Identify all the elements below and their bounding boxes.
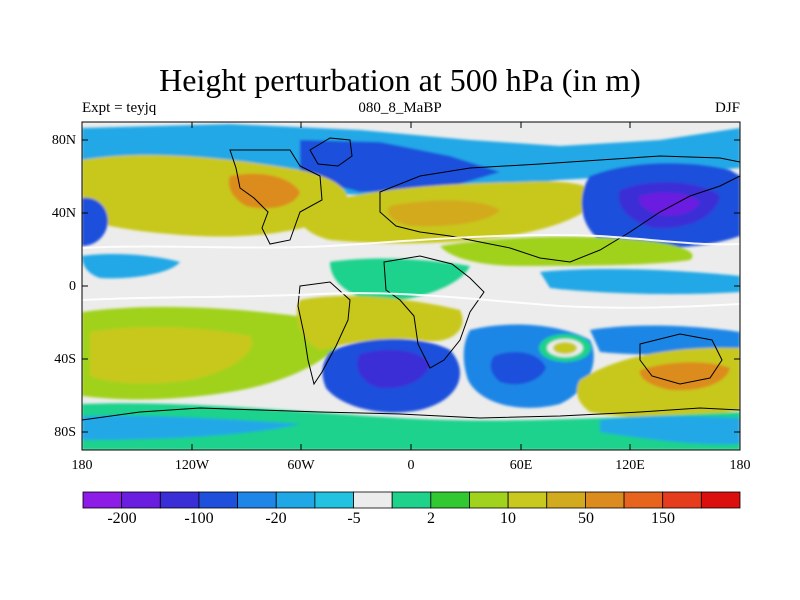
lat-label-0: 0 [69, 279, 76, 294]
colorbar-label: -100 [184, 510, 214, 527]
colorbar-swatch [430, 491, 470, 509]
coast-africa [383, 255, 485, 369]
lon-label-120w: 120W [174, 458, 210, 473]
lat-label-40s: 40S [54, 352, 76, 367]
lon-label-60e: 60E [509, 458, 533, 473]
coast-australia [639, 333, 723, 385]
colorbar-swatch [391, 491, 432, 509]
colorbar-label: 10 [500, 510, 516, 527]
contour-sh-blue-east [590, 325, 740, 355]
zero-contours [82, 233, 740, 309]
contour-nh-ridge-west [82, 155, 348, 237]
colorbar-swatch [82, 491, 123, 509]
colorbar-swatch [159, 491, 200, 509]
lat-label-40n: 40N [51, 206, 76, 221]
colorbar-label: 50 [578, 510, 594, 527]
contour-west-edge-low [82, 197, 108, 246]
colorbar-swatch [623, 491, 664, 509]
colorbar-swatch [507, 491, 548, 509]
coast-antarctica [82, 407, 740, 421]
contour-sh-polar-cyan-east [600, 416, 740, 445]
colorbar-swatch [700, 491, 741, 509]
contour-nh-polar-low [300, 140, 500, 192]
contour-sh-low-indian-core [490, 352, 546, 385]
contour-small-ring-core [553, 342, 577, 354]
colorbar [82, 491, 741, 509]
contour-sh-polar-cyan-west [82, 415, 300, 440]
colorbar-swatch [198, 491, 238, 509]
lon-label-180w: 180 [71, 458, 93, 473]
zero-contour-north [82, 233, 740, 249]
coast-greenland [309, 137, 353, 167]
lat-label-80s: 80S [54, 425, 76, 440]
colorbar-swatch [275, 491, 316, 509]
lon-label-60w: 60W [287, 458, 315, 473]
colorbar-label: -5 [347, 510, 361, 527]
contour-sh-ridge-west [90, 327, 252, 384]
contour-tropic-cyan-west [82, 254, 180, 279]
colorbar-swatch [469, 491, 509, 509]
lon-label-180e: 180 [729, 458, 751, 473]
colorbar-swatch [662, 491, 702, 509]
colorbar-swatch [314, 491, 354, 509]
coast-north-america [229, 149, 323, 245]
colorbar-label: -20 [265, 510, 287, 527]
coast-eurasia [379, 155, 740, 263]
height-field [82, 122, 740, 450]
zero-contour-south [82, 292, 740, 309]
contour-sh-low-atlantic-core [357, 349, 430, 389]
contour-sh-polar-green [82, 403, 740, 450]
colorbar-swatch [121, 491, 161, 509]
contour-sh-ridge-africa [296, 295, 463, 350]
season-label: DJF [714, 100, 740, 116]
colorbar-label: 2 [427, 510, 435, 527]
contour-nh-ridge-core [228, 173, 300, 209]
contour-tropic-cyan-east [540, 269, 740, 295]
colorbar-label: -200 [107, 510, 137, 527]
contour-nh-ridge-east-core [388, 200, 500, 227]
contour-subtropic-green [440, 236, 693, 266]
lon-label-120e: 120E [615, 458, 645, 473]
colorbar-swatch [353, 491, 393, 509]
colorbar-swatch [237, 491, 277, 509]
colorbar-swatch [585, 491, 625, 509]
chart-title: Height perturbation at 500 hPa (in m) [159, 62, 641, 98]
experiment-label: Expt = teyjq [82, 100, 157, 116]
lon-label-0: 0 [407, 458, 415, 473]
contour-tropic-africa [330, 258, 470, 302]
colorbar-swatch [546, 491, 586, 509]
period-label: 080_8_MaBP [358, 100, 442, 116]
lat-label-80n: 80N [51, 133, 76, 148]
contour-sh-ridge-east-core [639, 362, 730, 391]
axis-ticks [81, 122, 741, 450]
colorbar-label: 150 [651, 510, 675, 527]
